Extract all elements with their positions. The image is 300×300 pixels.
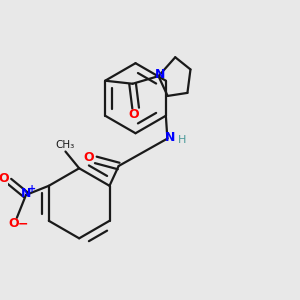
Text: N: N — [21, 187, 31, 200]
Text: N: N — [155, 68, 166, 81]
Text: O: O — [84, 151, 94, 164]
Text: H: H — [178, 135, 186, 145]
Text: O: O — [128, 108, 139, 121]
Text: CH₃: CH₃ — [56, 140, 75, 150]
Text: O: O — [0, 172, 9, 185]
Text: −: − — [18, 218, 28, 231]
Text: O: O — [8, 218, 19, 230]
Text: +: + — [28, 184, 36, 194]
Text: N: N — [165, 131, 175, 144]
